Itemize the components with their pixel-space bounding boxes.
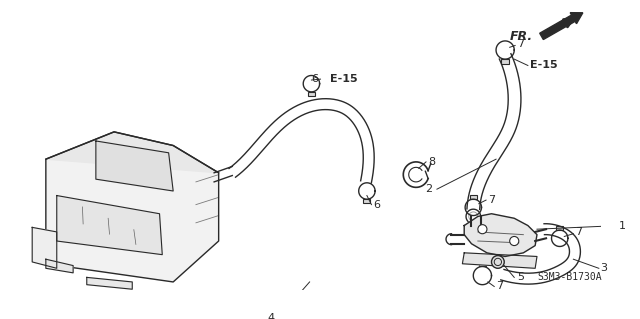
Text: E-15: E-15 xyxy=(330,74,357,84)
Text: 7: 7 xyxy=(496,281,503,292)
Circle shape xyxy=(509,236,519,246)
Polygon shape xyxy=(46,259,73,273)
Polygon shape xyxy=(57,196,163,255)
Text: 1: 1 xyxy=(619,220,626,231)
Text: FR.: FR. xyxy=(509,30,532,43)
FancyArrow shape xyxy=(540,13,583,40)
Text: 6: 6 xyxy=(312,74,319,84)
Circle shape xyxy=(492,256,504,268)
Text: 7: 7 xyxy=(488,195,495,205)
Polygon shape xyxy=(32,227,57,268)
Text: S3M3-B1730A: S3M3-B1730A xyxy=(537,272,602,282)
Polygon shape xyxy=(46,132,219,173)
Polygon shape xyxy=(462,253,537,268)
Text: 7: 7 xyxy=(517,39,524,49)
Bar xyxy=(479,262,486,266)
Text: 6: 6 xyxy=(373,200,380,210)
Text: E-15: E-15 xyxy=(530,61,557,70)
Circle shape xyxy=(478,225,487,234)
Bar xyxy=(308,92,315,96)
Bar xyxy=(556,226,563,230)
Text: 4: 4 xyxy=(268,313,275,319)
Text: 3: 3 xyxy=(600,263,607,273)
Polygon shape xyxy=(46,132,219,282)
Bar xyxy=(501,59,509,64)
Text: 2: 2 xyxy=(425,184,433,194)
Bar xyxy=(364,199,371,203)
Text: 7: 7 xyxy=(575,227,582,237)
Polygon shape xyxy=(464,214,537,256)
Text: 5: 5 xyxy=(517,272,524,282)
Text: 8: 8 xyxy=(428,157,435,167)
Polygon shape xyxy=(87,278,132,289)
Bar xyxy=(470,195,477,199)
Polygon shape xyxy=(96,141,173,191)
